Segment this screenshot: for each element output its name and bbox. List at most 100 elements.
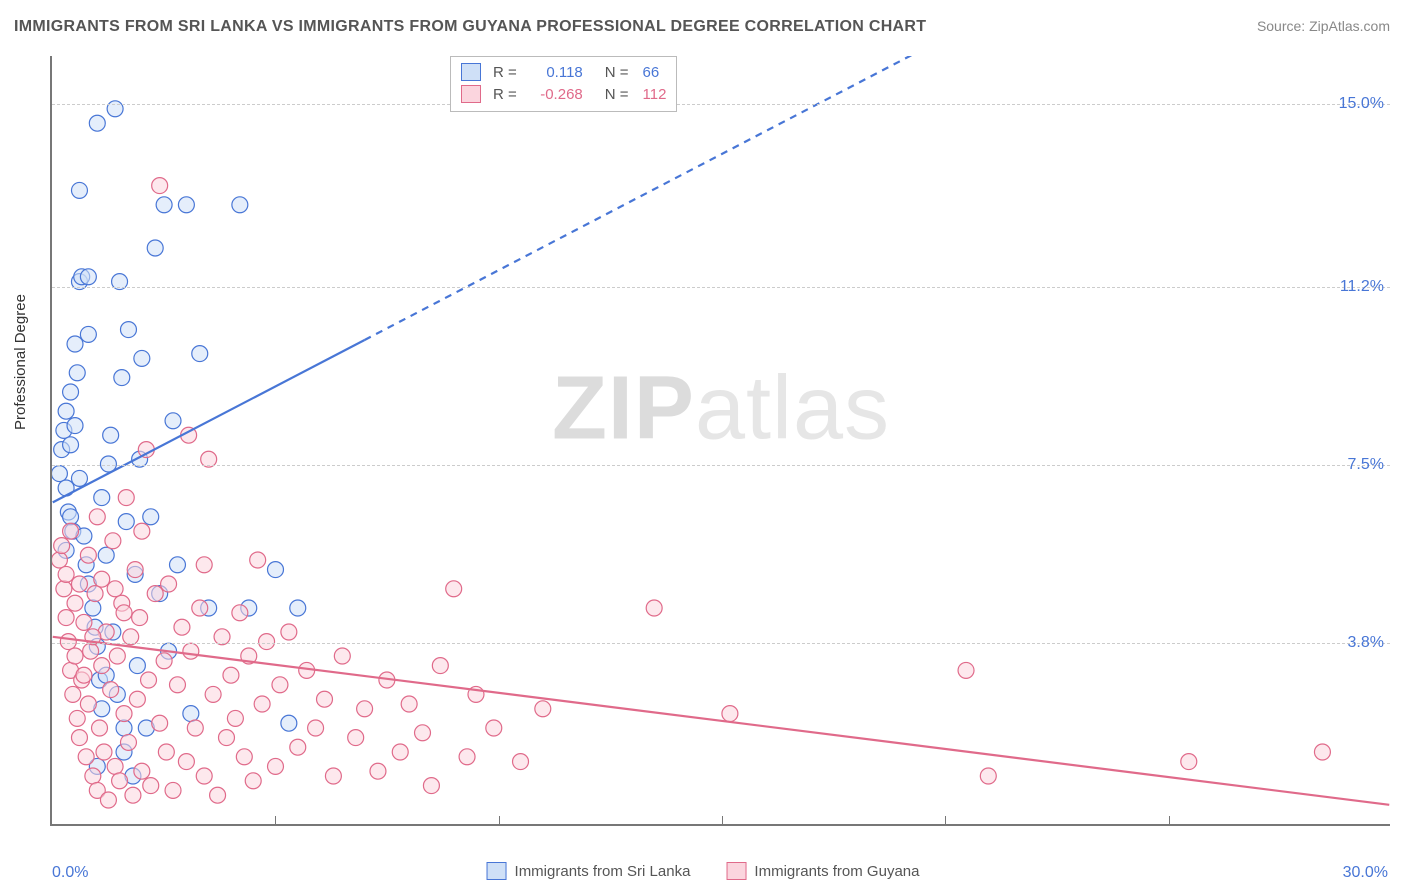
- data-point: [187, 720, 203, 736]
- data-point: [232, 197, 248, 213]
- n-label: N =: [605, 64, 629, 81]
- data-point: [254, 696, 270, 712]
- data-point: [423, 778, 439, 794]
- data-point: [325, 768, 341, 784]
- data-point: [196, 557, 212, 573]
- data-point: [116, 720, 132, 736]
- data-point: [98, 547, 114, 563]
- plot-area: ZIPatlas 3.8%7.5%11.2%15.0%: [50, 56, 1390, 826]
- x-tick-mark: [945, 816, 946, 826]
- n-value: 112: [643, 86, 667, 103]
- data-point: [65, 686, 81, 702]
- data-point: [71, 182, 87, 198]
- data-point: [192, 346, 208, 362]
- data-point: [107, 581, 123, 597]
- data-point: [147, 240, 163, 256]
- stats-row-series-1: R = 0.118 N = 66: [461, 61, 666, 83]
- data-point: [67, 648, 83, 664]
- data-point: [174, 619, 190, 635]
- data-point: [71, 470, 87, 486]
- data-point: [118, 490, 134, 506]
- data-point: [96, 744, 112, 760]
- data-point: [60, 634, 76, 650]
- x-axis-max: 30.0%: [1343, 864, 1388, 882]
- data-point: [129, 658, 145, 674]
- data-point: [134, 523, 150, 539]
- data-point: [722, 706, 738, 722]
- data-point: [105, 533, 121, 549]
- data-point: [223, 667, 239, 683]
- data-point: [535, 701, 551, 717]
- data-point: [76, 667, 92, 683]
- data-point: [63, 384, 79, 400]
- data-point: [58, 566, 74, 582]
- data-point: [116, 706, 132, 722]
- data-point: [281, 624, 297, 640]
- grid-line: [52, 643, 1390, 644]
- data-point: [80, 696, 96, 712]
- data-point: [357, 701, 373, 717]
- data-point: [192, 600, 208, 616]
- data-point: [170, 677, 186, 693]
- data-point: [67, 336, 83, 352]
- data-point: [132, 610, 148, 626]
- data-point: [308, 720, 324, 736]
- r-label: R =: [493, 64, 517, 81]
- data-point: [980, 768, 996, 784]
- source-link[interactable]: ZipAtlas.com: [1309, 18, 1390, 34]
- data-point: [958, 662, 974, 678]
- data-point: [317, 691, 333, 707]
- y-tick-label: 11.2%: [1340, 278, 1384, 296]
- data-point: [152, 178, 168, 194]
- y-tick-label: 7.5%: [1348, 456, 1384, 474]
- data-point: [116, 605, 132, 621]
- grid-line: [52, 465, 1390, 466]
- data-point: [143, 509, 159, 525]
- data-point: [87, 586, 103, 602]
- grid-line: [52, 104, 1390, 105]
- data-point: [127, 562, 143, 578]
- data-point: [432, 658, 448, 674]
- x-tick-mark: [499, 816, 500, 826]
- data-point: [165, 782, 181, 798]
- data-point: [80, 326, 96, 342]
- data-point: [71, 730, 87, 746]
- data-point: [259, 634, 275, 650]
- data-point: [109, 648, 125, 664]
- data-point: [290, 600, 306, 616]
- data-point: [486, 720, 502, 736]
- legend-item-series-2: Immigrants from Guyana: [726, 862, 919, 880]
- y-axis-label: Professional Degree: [12, 294, 29, 430]
- data-point: [281, 715, 297, 731]
- data-point: [58, 610, 74, 626]
- x-tick-mark: [275, 816, 276, 826]
- data-point: [415, 725, 431, 741]
- data-point: [52, 466, 67, 482]
- data-point: [103, 682, 119, 698]
- data-point: [83, 643, 99, 659]
- data-point: [236, 749, 252, 765]
- data-point: [219, 730, 235, 746]
- data-point: [56, 581, 72, 597]
- data-point: [232, 605, 248, 621]
- series-legend: Immigrants from Sri Lanka Immigrants fro…: [487, 862, 920, 880]
- data-point: [272, 677, 288, 693]
- data-point: [178, 197, 194, 213]
- data-point: [401, 696, 417, 712]
- data-point: [100, 792, 116, 808]
- legend-item-series-1: Immigrants from Sri Lanka: [487, 862, 691, 880]
- data-point: [156, 197, 172, 213]
- data-point: [76, 614, 92, 630]
- r-label: R =: [493, 86, 517, 103]
- data-point: [178, 754, 194, 770]
- data-point: [85, 600, 101, 616]
- data-point: [370, 763, 386, 779]
- data-point: [513, 754, 529, 770]
- data-point: [94, 658, 110, 674]
- stats-legend: R = 0.118 N = 66 R = -0.268 N = 112: [450, 56, 677, 112]
- data-point: [71, 576, 87, 592]
- data-point: [134, 763, 150, 779]
- data-point: [227, 710, 243, 726]
- data-point: [646, 600, 662, 616]
- trend-line-solid: [53, 340, 365, 502]
